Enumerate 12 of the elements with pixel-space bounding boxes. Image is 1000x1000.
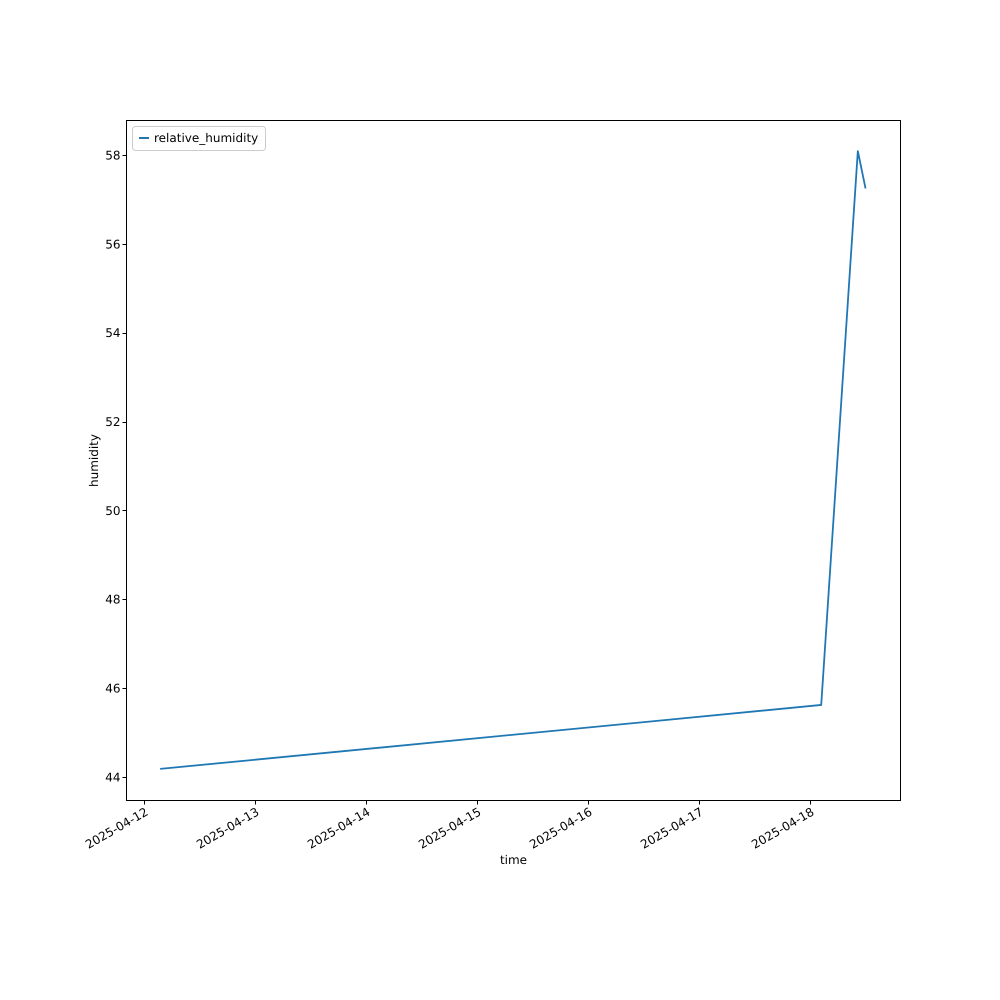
y-tick-label: 58	[105, 148, 120, 163]
y-tick-label: 50	[105, 504, 120, 518]
y-tick-label: 54	[105, 326, 120, 340]
y-axis-title: humidity	[87, 434, 102, 487]
line-series	[159, 150, 866, 770]
x-axis-title: time	[500, 852, 528, 867]
y-tick-label: 56	[105, 237, 120, 252]
y-tick-label: 52	[105, 415, 120, 430]
legend-label: relative_humidity	[154, 131, 258, 145]
y-tick-label: 46	[105, 682, 120, 696]
y-tick-label: 44	[105, 770, 120, 784]
y-tick-label: 48	[105, 592, 120, 607]
